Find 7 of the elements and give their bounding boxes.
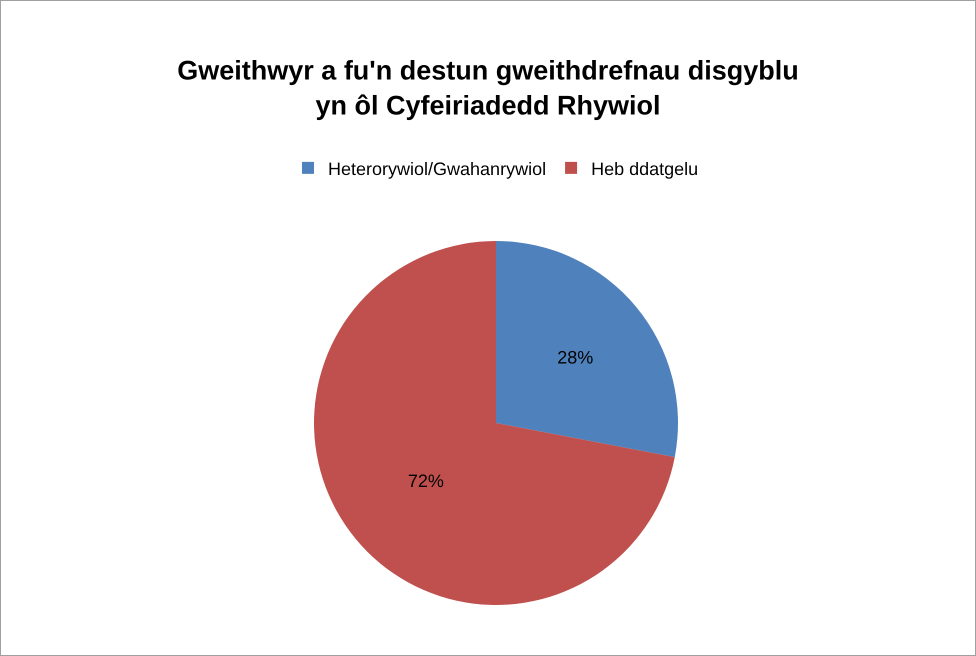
pie-slice	[314, 241, 675, 605]
pie-slice	[496, 241, 678, 458]
legend-label: Heterorywiol/Gwahanrywiol	[328, 158, 546, 179]
legend-label: Heb ddatgelu	[591, 158, 698, 179]
chart-title: Gweithwyr a fu'n destun gweithdrefnau disgyblu yn ôl Cyfeiriadedd Rhywiol	[177, 55, 799, 121]
data-label: 72%	[408, 471, 444, 492]
data-label: 28%	[557, 347, 594, 368]
